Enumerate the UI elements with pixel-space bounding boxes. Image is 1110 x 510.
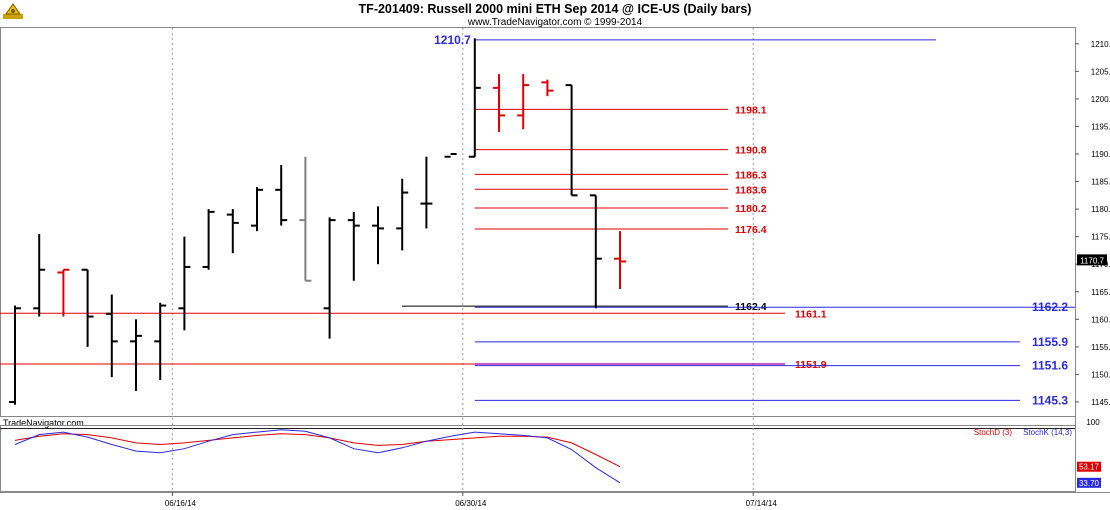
stoch-series-line <box>14 433 621 468</box>
price-tick-label: 1145.0 <box>1091 398 1110 407</box>
price-tick-label: 1205.0 <box>1091 67 1110 76</box>
price-tick-label: 1175.0 <box>1091 233 1110 242</box>
date-tick-label: 06/30/14 <box>455 499 487 508</box>
indicator-last-value: 53.17 <box>1079 463 1100 472</box>
level-label: 1151.6 <box>1032 359 1068 373</box>
stoch-series-line <box>14 429 621 484</box>
level-label: 1186.3 <box>735 169 767 181</box>
level-label: 1145.3 <box>1032 393 1068 407</box>
level-label: 1190.8 <box>735 145 767 157</box>
price-tick-label: 1180.0 <box>1091 205 1110 214</box>
level-label: 1183.6 <box>735 184 767 196</box>
watermark: TradeNavigator.com <box>3 418 84 428</box>
last-price-label: 1170.7 <box>1080 256 1104 265</box>
tradenavigator-logo-icon <box>2 2 24 20</box>
level-label: 1155.9 <box>1032 335 1068 349</box>
price-tick-label: 1160.0 <box>1091 315 1110 324</box>
price-tick-label: 1185.0 <box>1091 178 1110 187</box>
indicator-tick-label: 100 <box>1086 418 1100 427</box>
date-tick-label: 07/14/14 <box>746 499 778 508</box>
price-tick-label: 1210.0 <box>1091 40 1110 49</box>
price-tick-label: 1190.0 <box>1091 150 1110 159</box>
date-tick-label: 06/16/14 <box>165 499 197 508</box>
level-label: 1180.2 <box>735 203 767 215</box>
chart-title: TF-201409: Russell 2000 mini ETH Sep 201… <box>358 2 752 16</box>
level-label: 1162.2 <box>1032 300 1068 314</box>
last-price-box <box>1077 254 1107 266</box>
chart-subtitle: www.TradeNavigator.com © 1999-2014 <box>467 17 643 28</box>
indicator-last-value: 33.70 <box>1079 479 1100 488</box>
price-tick-label: 1200.0 <box>1091 95 1110 104</box>
indicator-last-value-box <box>1077 477 1101 488</box>
price-tick-label: 1195.0 <box>1091 122 1110 131</box>
price-panel-frame <box>0 27 1076 417</box>
level-label: 1210.7 <box>434 33 471 47</box>
price-tick-label: 1150.0 <box>1091 370 1110 379</box>
indicator-last-value-box <box>1077 461 1101 472</box>
level-label: 1176.4 <box>735 224 767 236</box>
legend-stochd: StochD (3) <box>974 428 1013 437</box>
level-label: 1161.1 <box>795 308 827 320</box>
legend-stochk: StochK (14,3) <box>1023 428 1072 437</box>
level-label: 1151.9 <box>795 359 827 371</box>
level-label: 1198.1 <box>735 104 767 116</box>
price-tick-label: 1165.0 <box>1091 288 1110 297</box>
price-tick-label: 1155.0 <box>1091 343 1110 352</box>
indicator-panel-frame <box>0 425 1076 492</box>
